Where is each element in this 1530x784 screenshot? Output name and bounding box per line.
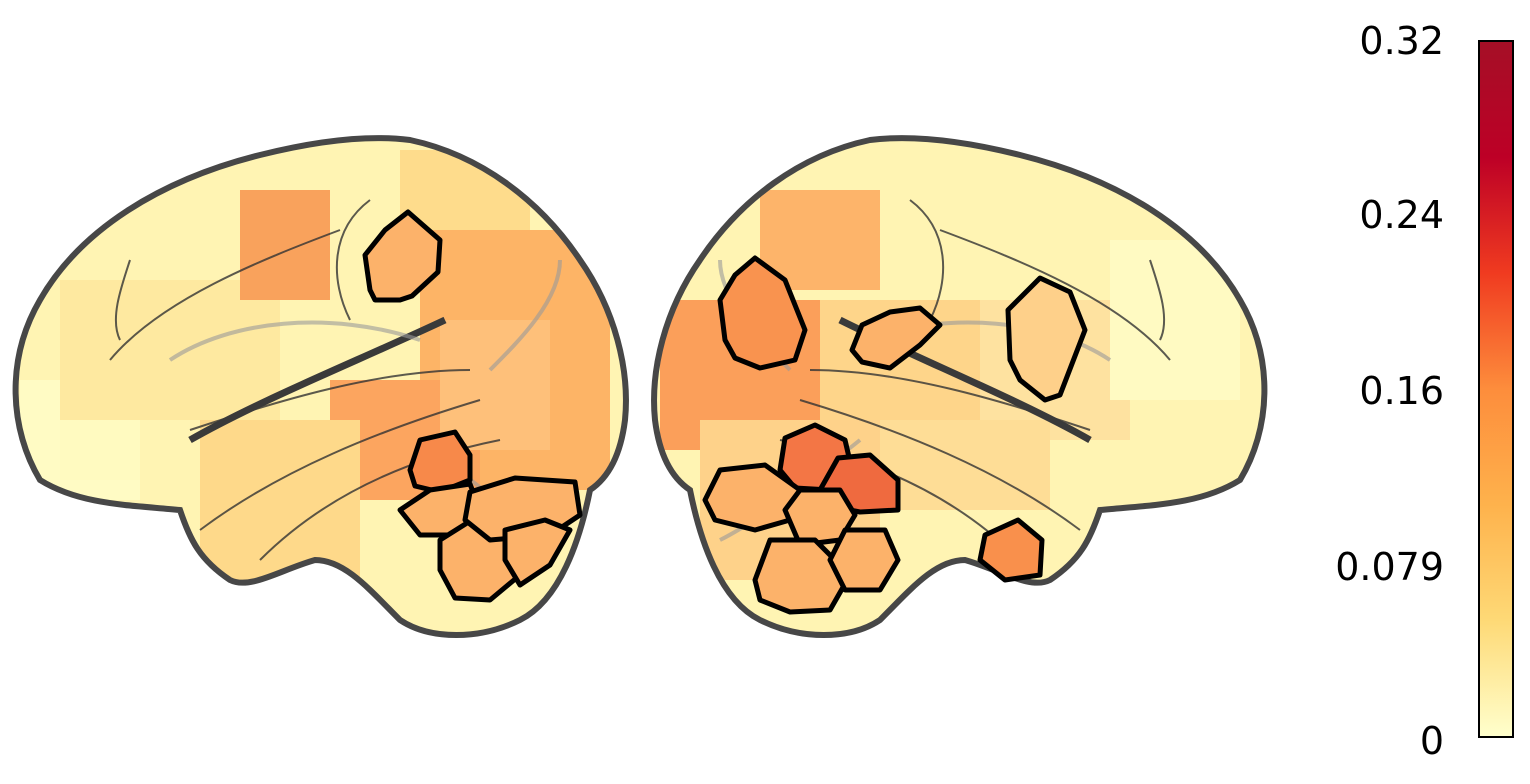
colorbar-tick-label: 0.32 [1359,19,1444,63]
right-stat-map [654,138,1265,635]
left-hemisphere-view [12,135,629,638]
right-roi-contours [702,255,1088,615]
colorbar [1478,40,1514,738]
colorbar-tick-label: 0.16 [1359,369,1444,413]
left-roi-contours [362,209,583,603]
left-sylvian-fissure [188,316,447,444]
colorbar-tick-label: 0.079 [1335,545,1444,589]
right-hemisphere-view [651,135,1268,638]
colorbar-tick-label: 0.24 [1359,193,1444,237]
left-brain-outline [12,135,629,638]
right-brain-outline [651,135,1268,638]
left-stat-map [15,138,626,635]
colorbar-tick-label: 0 [1419,719,1444,763]
